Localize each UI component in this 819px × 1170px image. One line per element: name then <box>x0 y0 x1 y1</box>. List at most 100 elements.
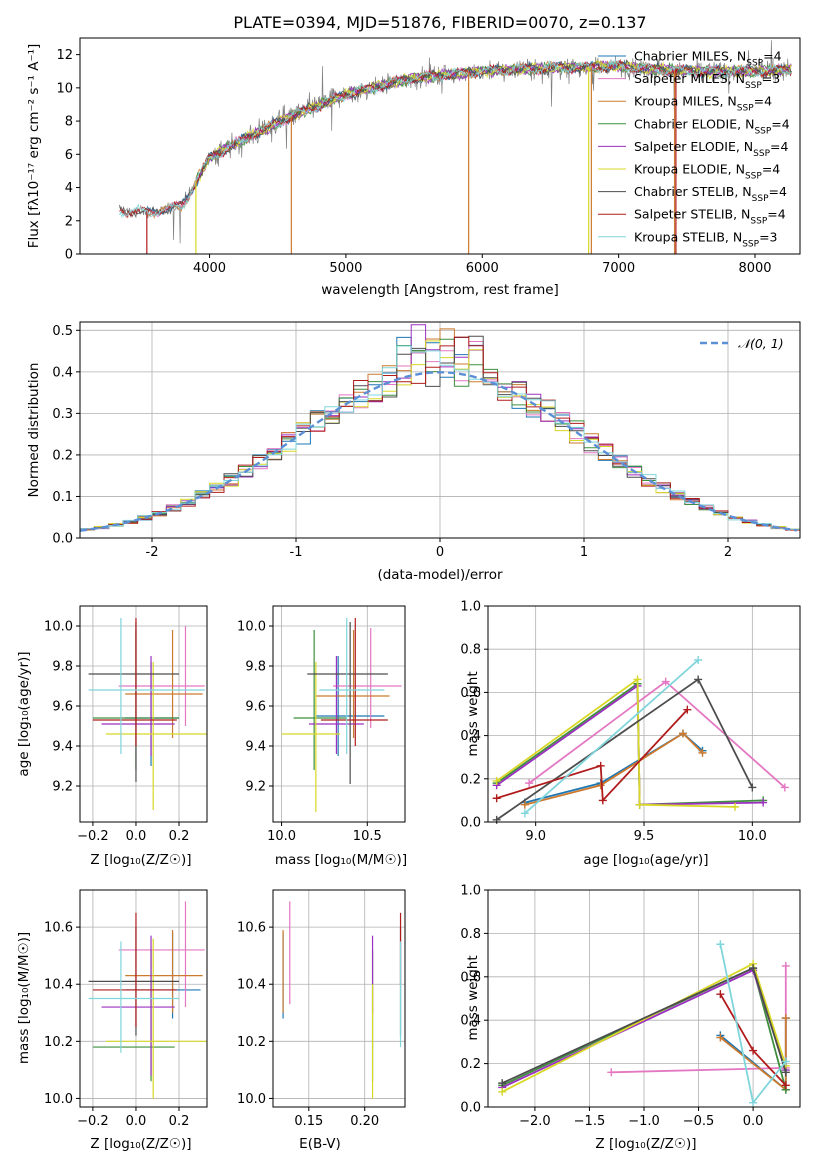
massweight_vs_age-marker-kroupa_miles <box>596 781 605 790</box>
legend-text: Kroupa STELIB, N <box>634 229 742 244</box>
massweight_vs_age-marker-salpeter_stelib <box>683 705 692 714</box>
massweight_vs_age-grid <box>488 605 800 823</box>
massweight_vs_Z-xtick-label: −0.5 <box>683 1114 715 1129</box>
residuals-ytick-label: 0.4 <box>52 365 73 380</box>
massweight_vs_age-marker-chabrier_stelib <box>492 815 501 824</box>
massweight_vs_Z-marker-salpeter_miles <box>607 1068 616 1077</box>
spectrum-lines <box>119 40 792 254</box>
legend-tail: =4 <box>771 116 789 131</box>
legend-label-salpeter_elodie: Salpeter ELODIE, NSSP=4 <box>634 139 789 159</box>
massweight_vs_Z-marker-kroupa_miles <box>781 1014 790 1023</box>
legend-tail: =4 <box>762 162 780 177</box>
massweight_vs_Z-xtick-label: −1.0 <box>628 1114 660 1129</box>
age_vs_Z-ytick-label: 9.8 <box>52 660 73 675</box>
massweight_vs_Z-ytick-label: 0.6 <box>460 970 481 985</box>
massweight_vs_Z-ytick-label: 0.8 <box>460 927 481 942</box>
age_vs_mass-ytick-label: 9.4 <box>245 740 266 755</box>
mass_vs_Z-ytick-label: 10.4 <box>44 978 73 993</box>
ageZ-xlabel: Z [log₁₀(Z/Z☉)] <box>90 852 191 868</box>
legend-text: Kroupa ELODIE, N <box>634 162 745 177</box>
massZ-ylabel: mass [log₁₀(M/M☉)] <box>16 932 32 1064</box>
age_vs_Z-frame <box>79 605 208 823</box>
legend-label-chabrier_stelib: Chabrier STELIB, NSSP=4 <box>634 184 787 204</box>
legend-text: Salpeter STELIB, N <box>634 207 750 222</box>
mwZ-xlabel: Z [log₁₀(Z/Z☉)] <box>595 1136 696 1152</box>
massweight_vs_age-line-kroupa_elodie <box>496 677 736 808</box>
mass_vs_ebv-ytick-label: 10.6 <box>237 921 266 936</box>
mwage-xlabel: age [log₁₀(age/yr)] <box>583 852 708 868</box>
massweight_vs_age-ytick-label: 0.4 <box>460 729 481 744</box>
massweight_vs_Z-marker-salpeter_stelib <box>749 1046 758 1055</box>
massweight_vs_age-line-chabrier_stelib <box>496 678 754 821</box>
massweight_vs_Z-marker-kroupa_stelib <box>716 940 725 949</box>
massweight_vs_Z-marker-salpeter_miles <box>781 961 790 970</box>
massweight_vs_age-xtick-label: 9.5 <box>634 829 655 844</box>
spectrum-ytick-label: 10 <box>56 81 73 96</box>
massweight_vs_Z-marker-kroupa_miles <box>716 1033 725 1042</box>
massweight_vs_Z-xtick-label: 0.0 <box>743 1114 764 1129</box>
massweight_vs_age-marker-kroupa_elodie <box>633 675 642 684</box>
age_vs_mass-ytick-label: 10.0 <box>237 620 266 635</box>
massweight_vs_age-marker-salpeter_stelib <box>596 761 605 770</box>
residuals-xtick-label: -2 <box>146 545 159 560</box>
massweight_vs_Z-ytick-label: 0.2 <box>460 1057 481 1072</box>
spectrum-ytick-label: 2 <box>65 214 73 229</box>
model-spectrum-kroupa_stelib <box>119 58 792 219</box>
massweight_vs_age-marker-salpeter_miles <box>525 779 534 788</box>
legend-label-chabrier_miles: Chabrier MILES, NSSP=4 <box>634 49 782 69</box>
residuals-ylabel: Normed distribution <box>26 363 42 498</box>
legend-label-salpeter_miles: Salpeter MILES, NSSP=3 <box>634 71 780 91</box>
residuals-xtick-label: 2 <box>724 545 732 560</box>
residuals-ytick-label: 0.2 <box>52 448 73 463</box>
spectrum-xtick-label: 8000 <box>738 261 771 276</box>
legend-subscript: SSP <box>737 104 754 114</box>
residuals-xtick-label: 0 <box>436 545 444 560</box>
massweight_vs_age-ytick-label: 1.0 <box>460 600 481 615</box>
spectrum-xtick-label: 7000 <box>602 261 635 276</box>
age_vs_mass-frame <box>272 605 406 823</box>
spectrum-ytick-label: 0 <box>65 248 73 263</box>
spectrum-xlabel: wavelength [Angstrom, rest frame] <box>321 282 559 298</box>
massweight_vs_Z-marker-chabrier_stelib <box>498 1079 507 1088</box>
mass_vs_ebv-ytick-label: 10.2 <box>237 1035 266 1050</box>
mass_vs_Z-xtick-label: 0.0 <box>126 1114 147 1129</box>
massweight-vs-Z-panel: −2.0 −1.5 −1.0 −0.5 0.0 0.0 0.2 0.4 0.6 0.8 1.0 <box>460 884 801 1129</box>
massZ-xlabel: Z [log₁₀(Z/Z☉)] <box>90 1136 191 1152</box>
massweight_vs_age-marker-chabrier_stelib <box>694 675 703 684</box>
massweight_vs_Z-marker-salpeter_stelib <box>716 990 725 999</box>
spectrum-frame <box>79 37 801 255</box>
legend-label-kroupa_miles: Kroupa MILES, NSSP=4 <box>634 94 772 114</box>
massweight_vs_age-marker-kroupa_miles <box>520 800 529 809</box>
massweight_vs_age-marker-kroupa_stelib <box>520 809 529 818</box>
legend-text: Chabrier ELODIE, N <box>634 116 754 131</box>
spectrum-xtick-label: 6000 <box>466 261 499 276</box>
spectrum-ytick-label: 8 <box>65 115 73 130</box>
histogram-kroupa_stelib <box>80 345 800 533</box>
ageZ-ylabel: age [log₁₀(age/yr)] <box>16 651 32 776</box>
mass_vs_Z-frame <box>79 889 208 1108</box>
massweight_vs_age-ytick-label: 0.6 <box>460 686 481 701</box>
residuals-histograms <box>80 324 800 533</box>
legend-text: Salpeter ELODIE, N <box>634 139 753 154</box>
normal-curve <box>80 371 798 532</box>
legend-subscript: SSP <box>753 149 770 159</box>
ebv-xlabel: E(B-V) <box>299 1136 341 1152</box>
mass_vs_Z-xtick-label: −0.2 <box>77 1114 109 1129</box>
massweight_vs_age-marker-kroupa_stelib <box>694 656 703 664</box>
legend-tail: =4 <box>767 207 785 222</box>
massweight_vs_age-marker-kroupa_elodie <box>492 776 501 785</box>
age_vs_Z-xtick-label: 0.2 <box>169 829 190 844</box>
legend-label-kroupa_stelib: Kroupa STELIB, NSSP=3 <box>634 229 778 249</box>
age_vs_Z-xtick-label: −0.2 <box>77 829 109 844</box>
age_vs_mass-ytick-label: 9.2 <box>245 780 266 795</box>
age-vs-mass-panel: 10.0 10.5 9.2 9.4 9.6 9.8 10.0 <box>237 605 406 844</box>
age_vs_mass-xtick-label: 10.5 <box>353 829 382 844</box>
legend-text: Chabrier STELIB, N <box>634 184 752 199</box>
residuals-ytick-label: 0.0 <box>52 532 73 547</box>
spectrum-ytick-label: 12 <box>56 48 73 63</box>
massweight_vs_Z-marker-kroupa_elodie <box>498 1087 507 1096</box>
residuals-panel: -2 -1 0 1 2 0.0 0.1 0.2 0.3 0.4 0.5 𝒩(0, 1) <box>52 321 801 560</box>
spectrum-xtick-label: 5000 <box>329 261 362 276</box>
massweight_vs_age-ytick-label: 0.2 <box>460 772 481 787</box>
